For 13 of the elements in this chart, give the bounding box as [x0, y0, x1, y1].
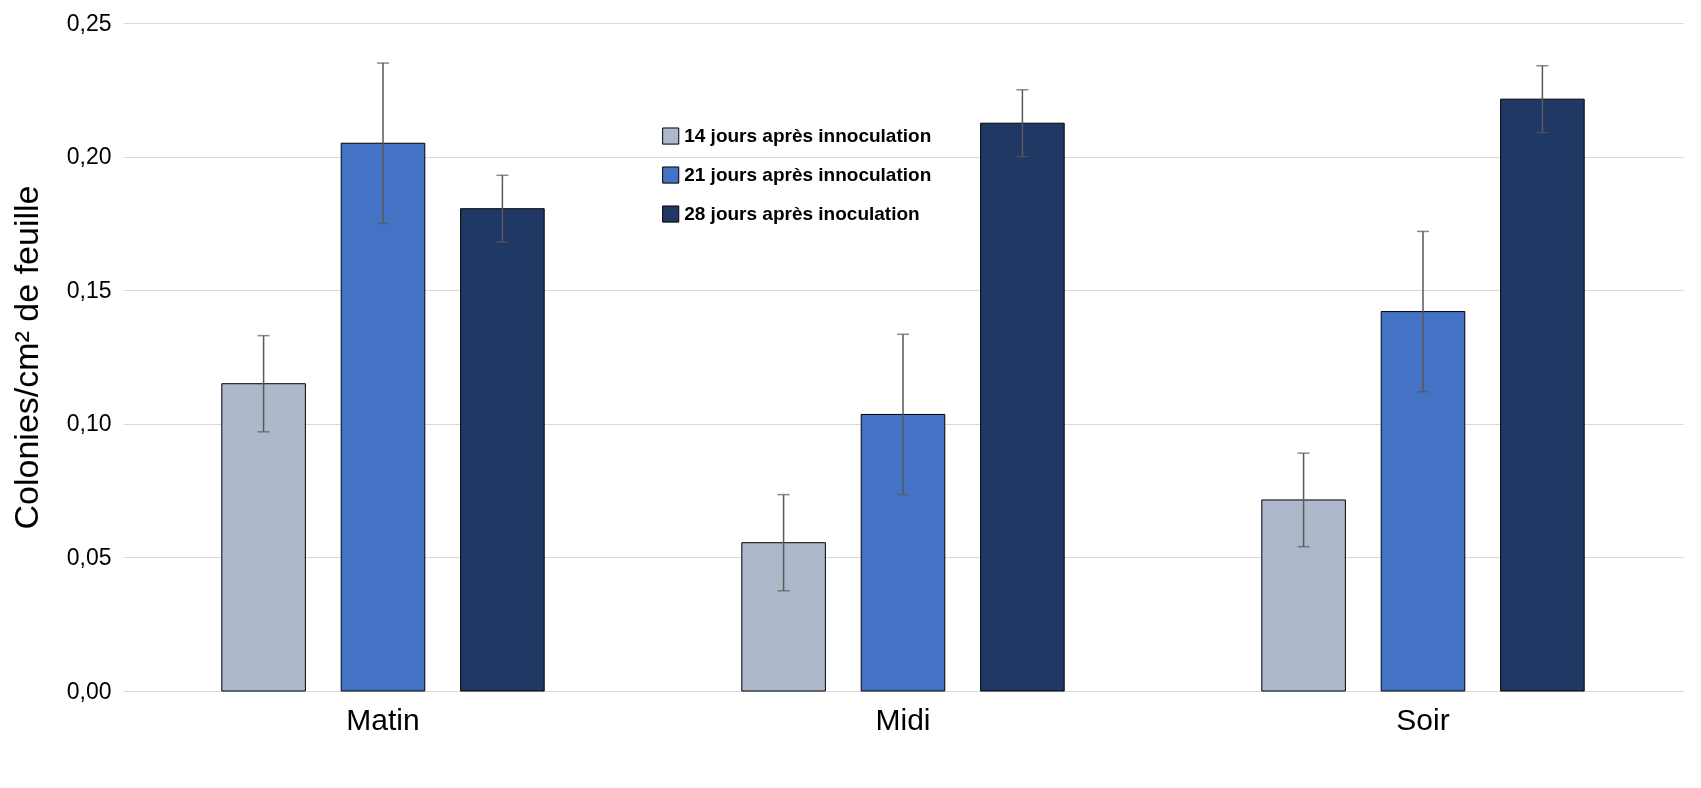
y-axis-title: Colonies/cm² de feuille	[6, 185, 45, 530]
y-tick-label: 0,15	[66, 276, 112, 303]
legend-label: 21 jours après innoculation	[684, 164, 932, 186]
x-tick-label: Midi	[875, 702, 931, 736]
legend-label: 28 jours après inoculation	[684, 203, 920, 225]
y-tick-label: 0,25	[66, 9, 112, 36]
y-tick-label: 0,05	[66, 543, 112, 570]
x-tick-label: Soir	[1396, 702, 1450, 736]
y-tick-label: 0,10	[66, 410, 112, 437]
y-tick-label: 0,00	[66, 677, 112, 704]
y-tick-label: 0,20	[66, 143, 112, 170]
legend-label: 14 jours après innoculation	[684, 125, 932, 147]
x-tick-label: Matin	[346, 702, 420, 736]
